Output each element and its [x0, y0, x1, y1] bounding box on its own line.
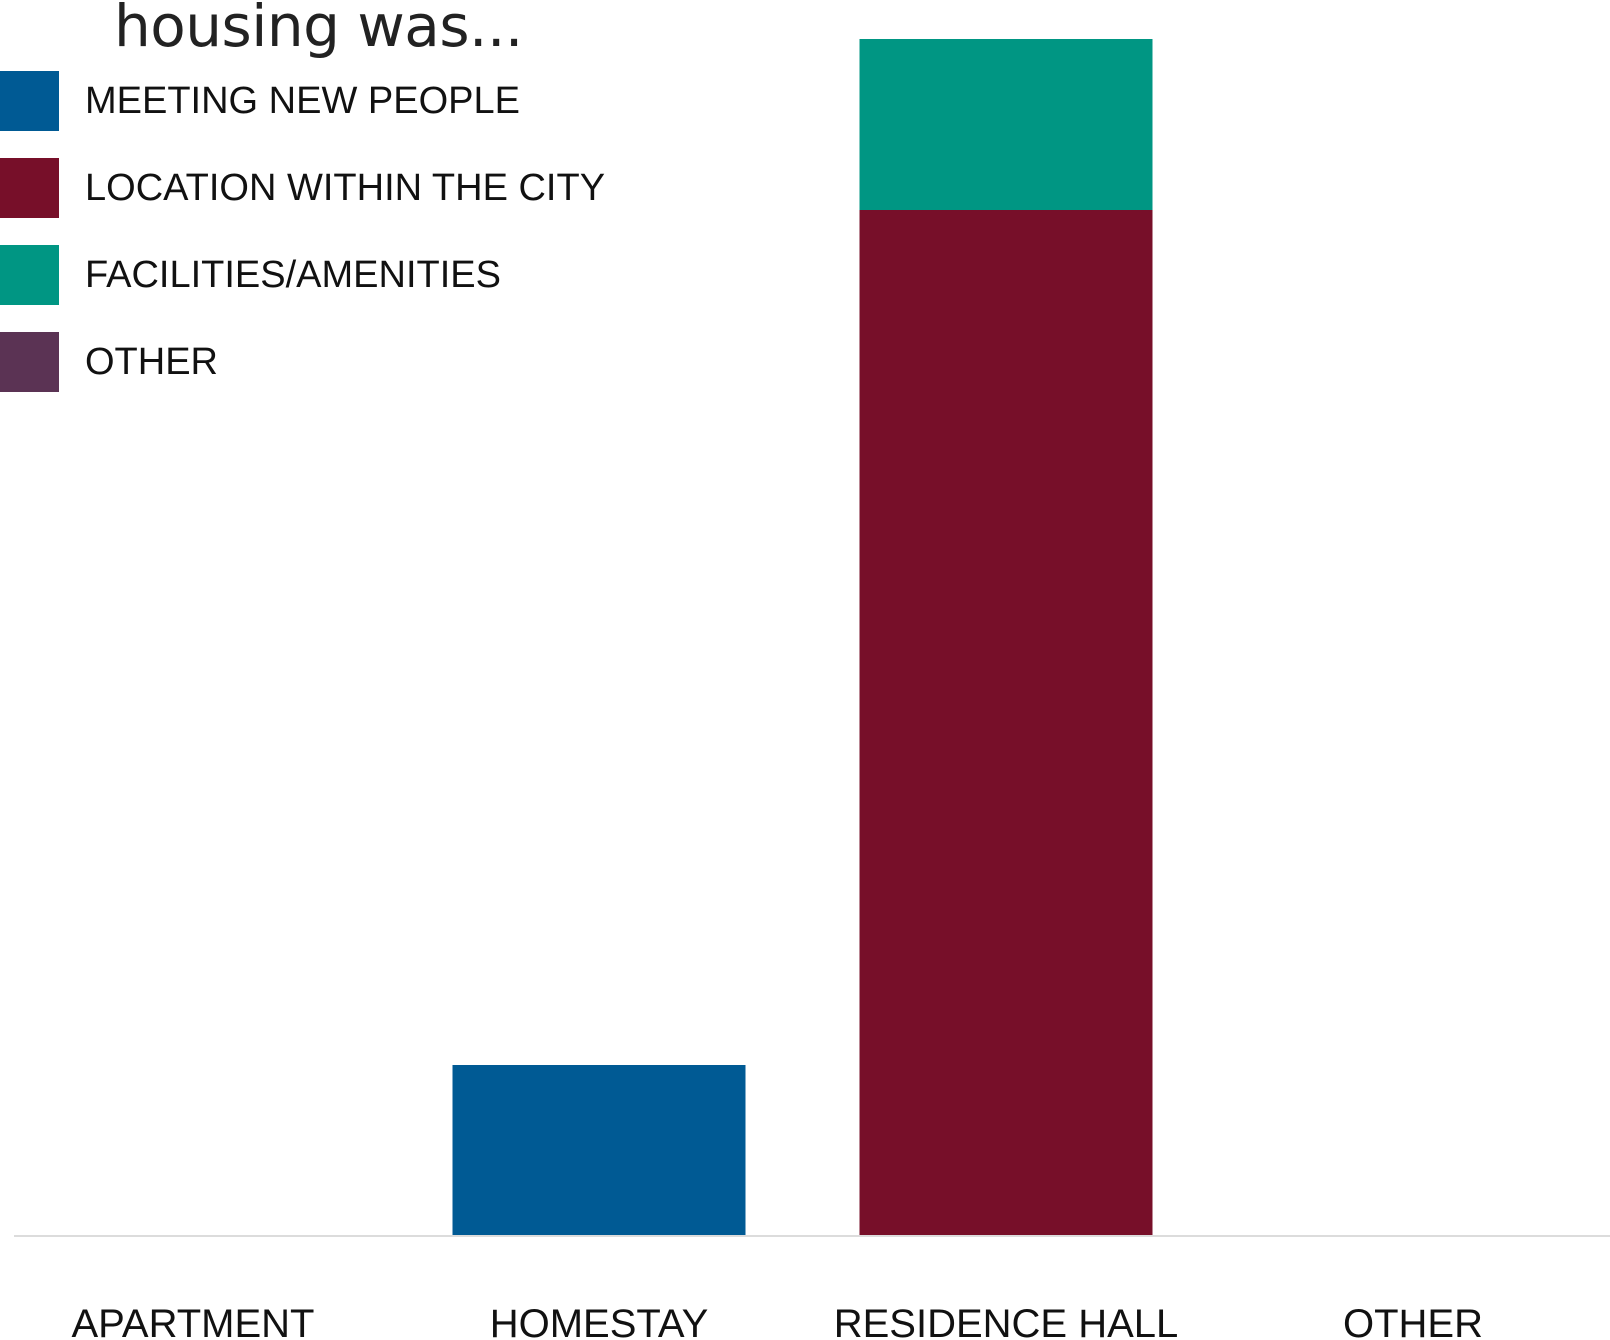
legend-label: MEETING NEW PEOPLE: [85, 79, 520, 122]
legend-label: OTHER: [85, 340, 218, 383]
legend-item-location-within-the-city: LOCATION WITHIN THE CITY: [0, 158, 605, 218]
legend-item-facilities-amenities: FACILITIES/AMENITIES: [0, 245, 501, 305]
legend-swatch: [0, 245, 59, 305]
bars-group: [452, 39, 1153, 1236]
legend-swatch: [0, 332, 59, 392]
bar-homestay-meeting-new-people: [452, 1065, 746, 1236]
chart-title: housing was...: [114, 0, 523, 60]
legend-item-meeting-new-people: MEETING NEW PEOPLE: [0, 71, 520, 131]
bar-residence-hall-facilities-amenities: [859, 39, 1153, 210]
legend-swatch: [0, 158, 59, 218]
x-tick-label: HOMESTAY: [490, 1302, 709, 1340]
x-tick-label: OTHER: [1343, 1302, 1483, 1340]
legend-item-other: OTHER: [0, 332, 218, 392]
x-axis-labels: APARTMENT HOMESTAY RESIDENCE HALL OTHER: [72, 1302, 1484, 1340]
legend-label: LOCATION WITHIN THE CITY: [85, 166, 606, 209]
legend-swatch: [0, 71, 59, 131]
bar-residence-hall-location-within-the-city: [859, 210, 1153, 1236]
legend-label: FACILITIES/AMENITIES: [85, 253, 501, 296]
x-tick-label: APARTMENT: [72, 1302, 315, 1340]
x-tick-label: RESIDENCE HALL: [834, 1302, 1179, 1340]
